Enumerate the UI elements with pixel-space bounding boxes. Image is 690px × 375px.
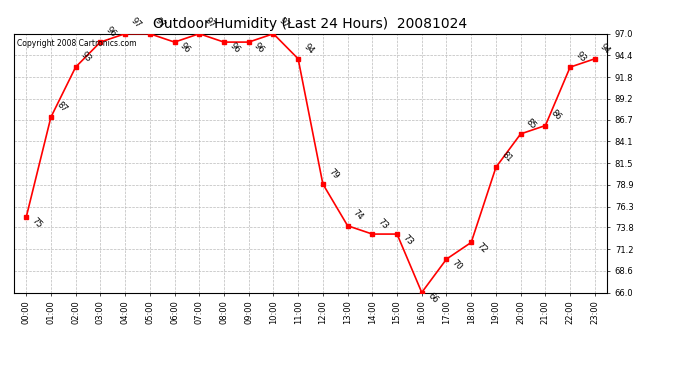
Text: 93: 93 <box>79 50 93 64</box>
Text: 73: 73 <box>376 217 390 231</box>
Text: 97: 97 <box>277 16 291 30</box>
Text: 81: 81 <box>500 150 513 164</box>
Text: 97: 97 <box>203 16 217 30</box>
Text: 96: 96 <box>104 25 118 39</box>
Title: Outdoor Humidity (Last 24 Hours)  20081024: Outdoor Humidity (Last 24 Hours) 2008102… <box>153 17 468 31</box>
Text: 75: 75 <box>30 216 43 230</box>
Text: 70: 70 <box>450 258 464 272</box>
Text: 87: 87 <box>55 100 68 114</box>
Text: 74: 74 <box>351 209 365 222</box>
Text: 96: 96 <box>178 41 192 55</box>
Text: 86: 86 <box>549 108 563 122</box>
Text: Copyright 2008 Cartronics.com: Copyright 2008 Cartronics.com <box>17 39 136 48</box>
Text: 97: 97 <box>153 16 168 30</box>
Text: 72: 72 <box>475 241 489 255</box>
Text: 85: 85 <box>524 117 538 130</box>
Text: 94: 94 <box>598 42 612 56</box>
Text: 66: 66 <box>426 291 440 305</box>
Text: 97: 97 <box>129 16 143 30</box>
Text: 96: 96 <box>228 41 242 55</box>
Text: 94: 94 <box>302 42 315 56</box>
Text: 73: 73 <box>401 232 415 247</box>
Text: 79: 79 <box>326 167 340 181</box>
Text: 96: 96 <box>253 41 266 55</box>
Text: 93: 93 <box>574 50 588 64</box>
